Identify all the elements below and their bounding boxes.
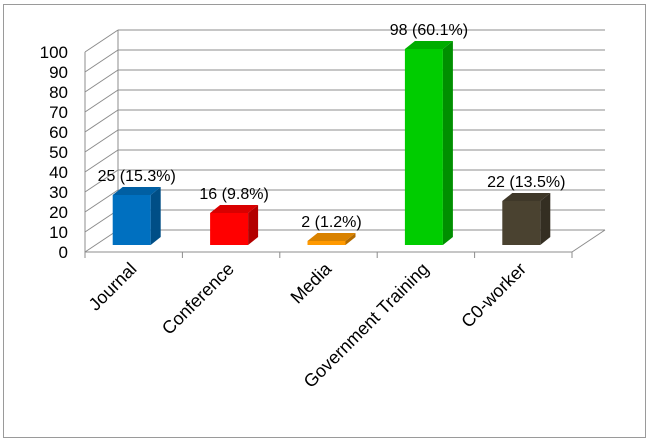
bar-top	[112, 187, 161, 195]
category-label: Media	[287, 258, 337, 308]
data-label: 25 (15.3%)	[98, 168, 176, 185]
category-label: Conference	[158, 259, 238, 339]
y-tick-label: 100	[40, 43, 68, 62]
y-tick-label: 70	[49, 103, 68, 122]
bar-side	[540, 193, 551, 245]
data-label: 22 (13.5%)	[487, 174, 565, 191]
side-gridline	[84, 169, 119, 193]
bar-side	[345, 233, 356, 245]
bar-side	[150, 187, 161, 245]
y-tick-label: 10	[49, 223, 68, 242]
side-gridline	[84, 129, 119, 153]
y-tick-label: 40	[49, 163, 68, 182]
y-tick-label: 60	[49, 123, 68, 142]
side-gridline	[84, 89, 119, 113]
side-gridline	[84, 29, 119, 53]
y-tick-label: 90	[49, 63, 68, 82]
y-tick-label: 50	[49, 143, 68, 162]
side-gridline	[84, 149, 119, 173]
y-tick-label: 30	[49, 183, 68, 202]
bar-front	[112, 195, 151, 245]
floor-right-edge	[571, 229, 606, 253]
side-gridline	[84, 209, 119, 233]
category-label: Journal	[85, 259, 141, 315]
category-label: C0-worker	[457, 259, 530, 332]
bar-front	[404, 49, 443, 245]
bar-top	[502, 193, 551, 201]
bar-side	[442, 41, 453, 245]
side-gridline	[84, 69, 119, 93]
side-gridline	[84, 49, 119, 73]
side-gridline	[84, 109, 119, 133]
bar-side	[248, 205, 259, 245]
y-tick-label: 0	[59, 243, 68, 262]
bar-top	[210, 205, 259, 213]
side-gridline	[84, 189, 119, 213]
side-gridline	[84, 229, 119, 253]
data-label: 98 (60.1%)	[390, 22, 468, 39]
bar-front	[502, 201, 541, 245]
bar-top	[307, 233, 356, 241]
data-label: 16 (9.8%)	[199, 186, 268, 203]
bar-top	[404, 41, 453, 49]
bar-front	[210, 213, 249, 245]
y-tick-label: 80	[49, 83, 68, 102]
bar-front	[307, 241, 346, 245]
y-tick-label: 20	[49, 203, 68, 222]
data-label: 2 (1.2%)	[301, 214, 361, 231]
